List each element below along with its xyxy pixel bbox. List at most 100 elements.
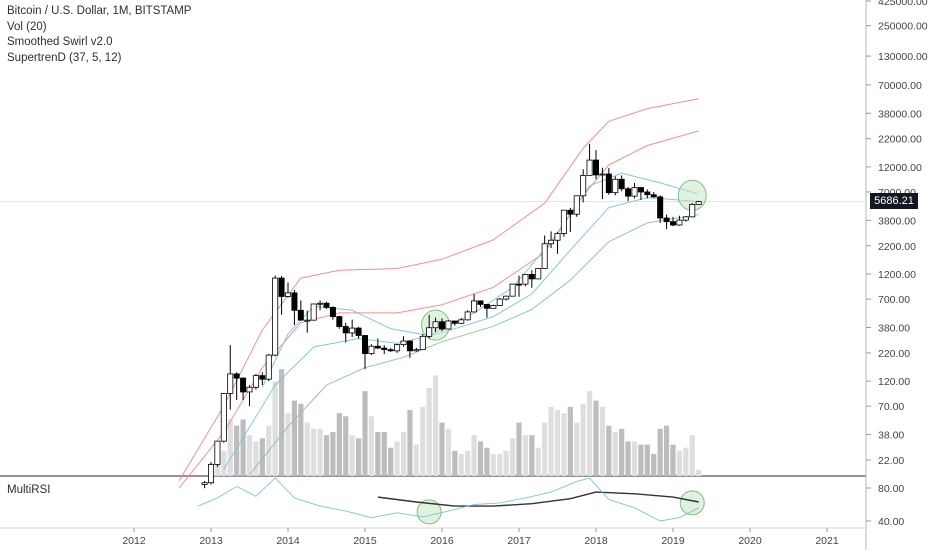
candle-body [567,209,574,215]
candle-body [490,305,497,309]
candle-body [695,201,702,205]
swirl-indicator-label[interactable]: Smoothed Swirl v2.0 [7,36,113,48]
candle-body [336,316,343,327]
volume-bar [593,400,599,476]
volume-bar [368,416,375,476]
volume-bar [631,441,638,476]
overlay-band-line [223,197,699,470]
rsi-highlight-circle [416,499,442,525]
candle-body [323,302,330,308]
volume-bar [542,422,548,476]
volume-bar [445,428,452,476]
candle-body [438,321,445,330]
supertrend-indicator-label[interactable]: SupertrenD (37, 5, 12) [7,51,122,64]
candle-body [644,191,651,196]
price-axis-label: 425000.00 [878,0,928,8]
volume-bar [490,454,496,476]
rsi-series-line [377,491,699,507]
price-axis-label: 38.00 [878,430,904,442]
volume-bar [612,432,618,476]
rsi-highlight-circle [679,490,705,516]
candle-body [464,311,471,321]
chart-legend: Bitcoin / U.S. Dollar, 1M, BITSTAMP Vol … [7,4,191,66]
candle-body [406,340,413,352]
candle-body [227,373,234,394]
price-axis-label: 120.00 [878,376,910,388]
candle-body [586,159,593,176]
candle-body [201,482,208,485]
volume-bar [484,447,490,476]
candle-body [689,204,696,218]
volume-bar [375,432,381,476]
time-axis-label: 2019 [661,535,685,547]
volume-bar [362,391,368,476]
candle-body [284,292,291,297]
volume-bar [522,435,529,476]
candle-body [317,302,324,305]
volume-bar [586,391,593,476]
volume-bar [606,425,612,476]
volume-bar [330,432,336,476]
price-axis-label: 700.00 [878,294,910,306]
candle-body [374,345,381,349]
price-axis-label: 12000.00 [878,162,922,174]
time-axis-label: 2020 [738,535,762,547]
price-axis-label: 1200.00 [878,269,916,281]
candle-body [637,187,644,193]
candle-body [419,335,426,351]
candle-body [522,273,529,285]
volume-bar [696,469,702,476]
candle-body [625,188,632,197]
volume-bar [548,406,554,476]
candle-body [349,327,356,334]
volume-bar [439,422,445,476]
rsi-axis-label: 80.00 [878,483,904,495]
candle-body [516,283,523,286]
candle-body [618,178,625,190]
volume-bar [400,432,407,476]
rsi-axis-label: 40.00 [878,516,904,528]
candle-body [548,239,555,245]
volume-bar [683,447,689,476]
volume-bar [638,444,644,476]
volume-indicator-label[interactable]: Vol (20) [7,20,47,33]
candle-body [663,217,670,223]
volume-bar [426,388,432,476]
candle-body [593,159,600,176]
volume-bar [246,435,253,476]
volume-bar [407,410,413,476]
volume-bar [580,403,586,476]
time-axis-label: 2021 [815,535,839,547]
volume-bar [625,441,631,476]
volume-bar [323,435,330,476]
volume-bar [676,450,683,476]
volume-bar [567,406,573,476]
time-axis-label: 2012 [122,535,146,547]
volume-bar [535,447,541,476]
candle-body [297,309,304,321]
volume-bar [336,413,342,476]
candle-body [528,273,535,280]
volume-bar [663,425,670,476]
candle-body [233,373,240,379]
candle-body [246,386,253,393]
volume-bar [311,428,317,476]
candle-body [599,173,606,176]
volume-bar [304,422,310,476]
candle-body [361,335,368,354]
volume-bar [554,410,561,476]
candle-body [214,440,221,465]
volume-bar [214,460,221,476]
volume-bar [285,413,291,476]
volume-bar [529,435,535,476]
candle-body [670,221,677,226]
symbol-title[interactable]: Bitcoin / U.S. Dollar, 1M, BITSTAMP [7,5,192,17]
candle-body [471,300,478,313]
candle-body [458,319,465,324]
volume-bar [349,435,355,476]
volume-bar [471,435,477,476]
rsi-pane-label[interactable]: MultiRSI [7,484,51,496]
candle-body [304,319,311,322]
price-axis-label: 2200.00 [878,241,916,253]
